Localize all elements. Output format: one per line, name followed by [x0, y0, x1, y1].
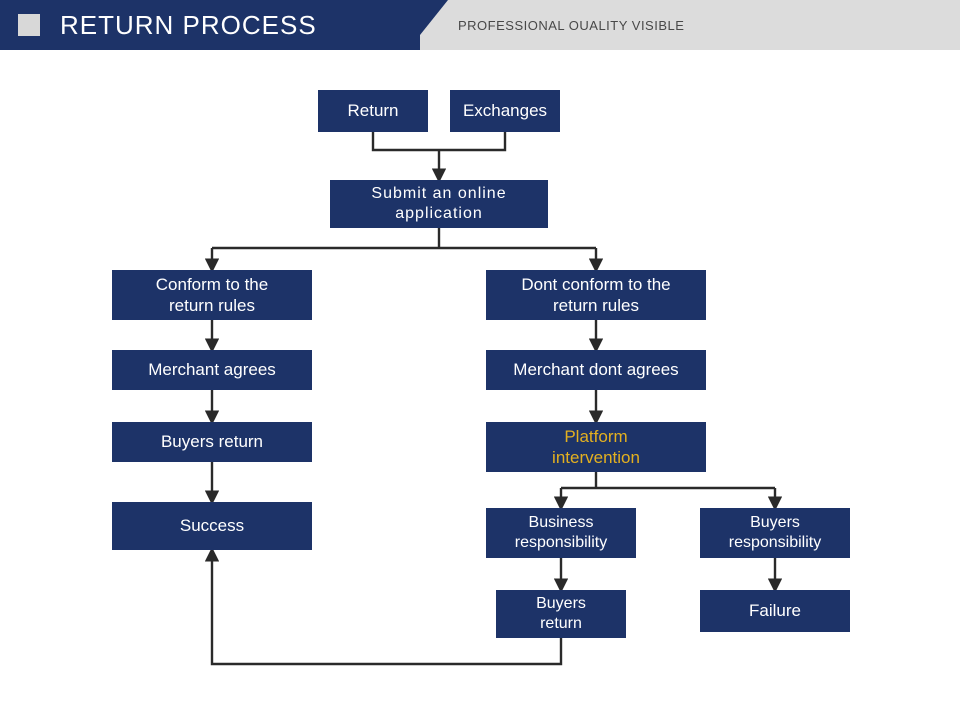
node-buyret2: Buyersreturn	[496, 590, 626, 638]
node-magree: Merchant agrees	[112, 350, 312, 390]
header-title-bar: RETURN PROCESS	[0, 0, 420, 50]
header-subtitle-bar: PROFESSIONAL OUALITY VISIBLE	[408, 0, 960, 50]
node-bizresp: Businessresponsibility	[486, 508, 636, 558]
header-title: RETURN PROCESS	[60, 10, 317, 41]
flowchart-stage: Return Exchanges Submit an onlineapplicati…	[0, 50, 960, 720]
node-buyresp: Buyersresponsibility	[700, 508, 850, 558]
node-buyret1: Buyers return	[112, 422, 312, 462]
node-dont: Dont conform to thereturn rules	[486, 270, 706, 320]
header: PROFESSIONAL OUALITY VISIBLE RETURN PROC…	[0, 0, 960, 50]
header-subtitle: PROFESSIONAL OUALITY VISIBLE	[458, 18, 684, 33]
node-mdont: Merchant dont agrees	[486, 350, 706, 390]
node-conform: Conform to thereturn rules	[112, 270, 312, 320]
node-platform: Platformintervention	[486, 422, 706, 472]
node-success: Success	[112, 502, 312, 550]
node-failure: Failure	[700, 590, 850, 632]
node-return: Return	[318, 90, 428, 132]
header-slash-divider	[408, 0, 448, 50]
node-exchanges: Exchanges	[450, 90, 560, 132]
header-square-icon	[18, 14, 40, 36]
node-submit: Submit an onlineapplication	[330, 180, 548, 228]
